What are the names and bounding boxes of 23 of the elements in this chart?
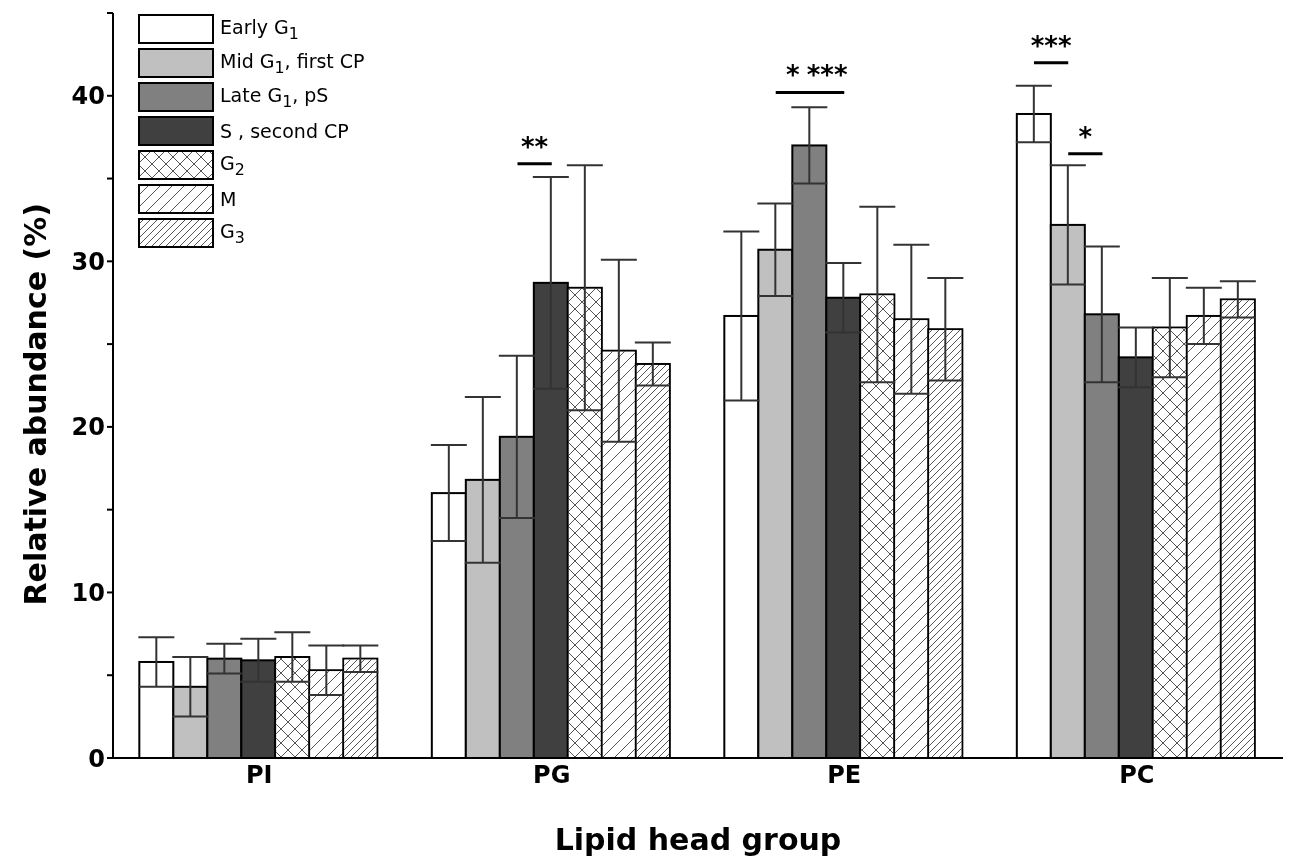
y-tick-label: 30 — [71, 247, 105, 276]
y-tick-label: 0 — [88, 744, 105, 773]
y-axis-title: Relative abundance (%) — [17, 202, 53, 606]
x-tick-label: PI — [245, 761, 273, 790]
legend-label: G$_{3}$ — [220, 219, 245, 247]
x-axis-title: Lipid head group — [554, 822, 842, 857]
annotation: ** — [521, 131, 549, 162]
legend-label: Mid G$_{1}$, first CP — [220, 49, 365, 77]
annotation: * — [1078, 121, 1093, 152]
y-tick-label: 40 — [71, 82, 105, 111]
annotation: * — [786, 60, 801, 91]
annotation: *** — [1030, 30, 1072, 61]
annotation: *** — [806, 60, 848, 91]
x-tick-label: PE — [827, 761, 862, 790]
legend-label: S , second CP — [220, 120, 349, 142]
y-tick-label: 20 — [71, 413, 105, 442]
x-tick-label: PC — [1119, 761, 1155, 790]
legend-label: Late G$_{1}$, pS — [220, 83, 329, 111]
x-tick-label: PG — [533, 761, 571, 790]
y-tick-label: 10 — [71, 578, 105, 607]
legend-label: M — [220, 188, 237, 210]
legend-label: G$_{2}$ — [220, 151, 245, 179]
legend-label: Early G$_{1}$ — [220, 15, 299, 43]
